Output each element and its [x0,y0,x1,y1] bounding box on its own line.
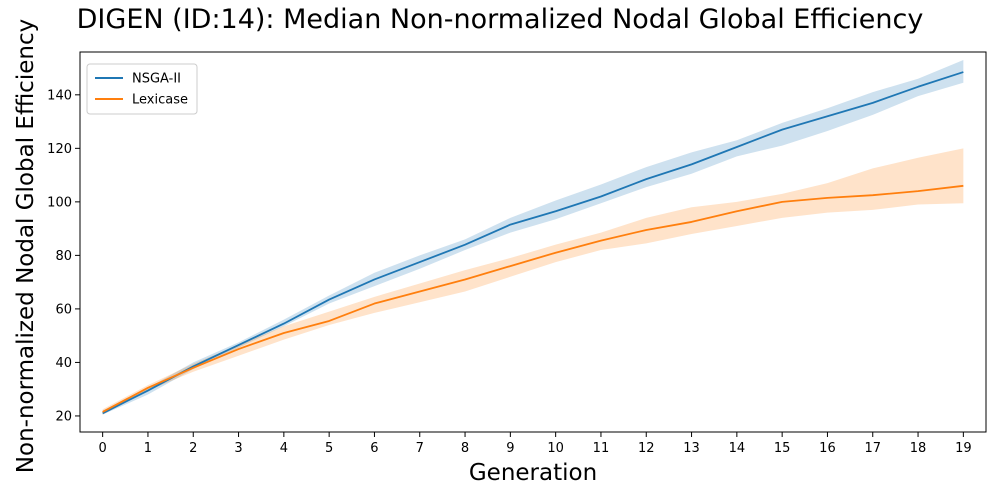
x-tick-label: 3 [234,441,242,456]
x-tick-label: 17 [864,441,881,456]
x-tick-label: 16 [819,441,836,456]
y-axis: 20 40 60 80 100 120 140 [47,88,80,424]
plot-frame [79,51,987,433]
x-tick-label: 19 [955,441,972,456]
x-tick-label: 5 [325,441,333,456]
x-tick-label: 14 [729,441,746,456]
x-axis-label: Generation [469,460,597,486]
x-tick-label: 12 [638,441,655,456]
series-lines [102,71,964,415]
y-tick-label: 20 [55,409,72,424]
y-tick-label: 100 [47,195,72,210]
y-tick-label: 80 [55,249,72,264]
x-tick-label: 0 [99,441,107,456]
legend-label-lexicase: Lexicase [132,93,188,108]
x-tick-label: 15 [774,441,791,456]
x-tick-label: 7 [416,441,424,456]
nsga-ii-band [102,60,964,415]
x-tick-label: 4 [280,441,288,456]
y-tick-label: 120 [47,142,72,157]
confidence-bands [102,60,964,415]
x-tick-label: 11 [593,441,610,456]
lexicase-line [102,184,964,413]
x-tick-label: 8 [461,441,469,456]
y-axis-label: Non-normalized Nodal Global Efficiency [13,19,39,473]
x-tick-label: 2 [189,441,197,456]
x-tick-label: 9 [506,441,514,456]
legend-box [86,63,198,115]
x-axis: 0 1 2 3 4 5 6 7 8 9 10 11 12 13 14 15 16 17 18 19 [99,432,972,456]
legend: NSGA-II Lexicase [86,63,198,115]
x-tick-label: 18 [910,441,927,456]
x-tick-label: 1 [144,441,152,456]
lexicase-band [102,148,964,415]
chart-title: DIGEN (ID:14): Median Non-normalized Nod… [76,4,924,35]
y-tick-label: 60 [55,302,72,317]
x-tick-label: 10 [547,441,564,456]
nsga-ii-line [102,71,964,415]
y-tick-label: 40 [55,356,72,371]
x-tick-label: 6 [370,441,378,456]
legend-label-nsga-ii: NSGA-II [132,72,181,87]
y-tick-label: 140 [47,88,72,103]
x-tick-label: 13 [683,441,700,456]
